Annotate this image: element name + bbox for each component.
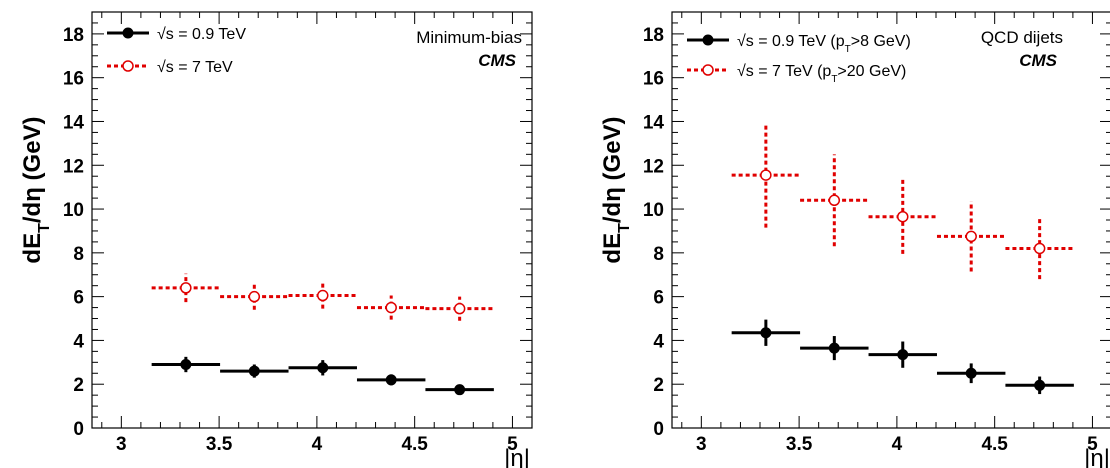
x-axis-title: |η| (504, 445, 530, 468)
y-tick-label: 16 (643, 69, 664, 90)
legend-marker (122, 27, 134, 39)
y-tick-label: 0 (653, 419, 664, 440)
x-axis-title: |η| (1084, 445, 1110, 468)
legend-label: √s = 7 TeV (157, 59, 233, 76)
legend-label: √s = 7 TeV (pT>20 GeV) (737, 63, 906, 85)
data-point (760, 327, 772, 339)
data-point (897, 210, 909, 223)
data-point (1034, 379, 1046, 391)
data-point (180, 282, 192, 294)
series-2: √s = 7 TeV (107, 59, 494, 321)
experiment-label: CMS (478, 51, 516, 70)
data-point (317, 289, 329, 302)
data-point (180, 359, 192, 371)
y-tick-label: 12 (63, 156, 84, 177)
data-point (317, 362, 329, 374)
data-point (828, 194, 841, 207)
x-tick-label: 5 (507, 434, 518, 455)
series-1: √s = 0.9 TeV (107, 26, 494, 396)
y-tick-label: 10 (63, 200, 84, 221)
data-point (760, 169, 772, 181)
data-point (965, 230, 977, 243)
y-axis-title: dET/dη (GeV) (599, 116, 633, 263)
chart-panel-2: 0 2 4 6 8 10 12 14 16 18 3 3.5 4 4.5 5 dET/dη (GeV) |η| Q… (599, 11, 1110, 468)
series-1: √s = 0.9 TeV (pT>8 GeV) (687, 33, 1074, 395)
data-point (965, 367, 977, 379)
chart-panel-1: 0 2 4 6 8 10 12 14 16 18 3 3.5 4 4.5 5 dET/dη (GeV) |η| M… (19, 11, 533, 468)
y-axis-title: dET/dη (GeV) (19, 116, 53, 263)
plot-annotation: Minimum-bias (416, 28, 522, 47)
y-tick-label: 14 (63, 112, 85, 133)
y-tick-label: 2 (73, 375, 84, 396)
y-tick-label: 18 (643, 25, 664, 46)
series-2: √s = 7 TeV (pT>20 GeV) (687, 63, 1074, 280)
data-point (385, 374, 397, 386)
plot-annotation: QCD dijets (981, 28, 1063, 47)
y-tick-label: 8 (73, 244, 84, 265)
y-tick-label: 4 (653, 331, 664, 352)
data-point (828, 342, 840, 354)
y-tick-label: 0 (73, 419, 84, 440)
legend-marker (702, 64, 714, 76)
data-point (248, 290, 261, 303)
y-tick-label: 14 (643, 112, 665, 133)
y-tick-label: 6 (653, 288, 664, 309)
data-point (385, 301, 397, 314)
x-tick-label: 3 (116, 434, 127, 455)
x-tick-label: 3.5 (206, 434, 233, 455)
y-tick-label: 4 (73, 331, 84, 352)
data-point (248, 365, 260, 377)
legend-label: √s = 0.9 TeV (pT>8 GeV) (737, 33, 911, 55)
legend-marker (702, 34, 714, 46)
y-tick-label: 8 (653, 244, 664, 265)
x-tick-label: 3 (696, 434, 707, 455)
data-point (454, 384, 466, 396)
y-tick-label: 2 (653, 375, 664, 396)
experiment-label: CMS (1019, 51, 1057, 70)
x-tick-label: 4 (892, 434, 903, 455)
data-point (1033, 242, 1046, 255)
x-tick-label: 3.5 (786, 434, 813, 455)
data-point (453, 302, 466, 315)
legend-label: √s = 0.9 TeV (157, 26, 246, 43)
legend-marker (122, 60, 134, 72)
x-tick-label: 5 (1087, 434, 1098, 455)
y-tick-label: 18 (63, 25, 84, 46)
y-tick-label: 10 (643, 200, 664, 221)
y-tick-label: 16 (63, 69, 84, 90)
x-tick-label: 4.5 (981, 434, 1008, 455)
x-tick-label: 4 (312, 434, 323, 455)
x-tick-label: 4.5 (401, 434, 428, 455)
y-tick-label: 12 (643, 156, 664, 177)
data-point (897, 349, 909, 361)
y-tick-label: 6 (73, 288, 84, 309)
